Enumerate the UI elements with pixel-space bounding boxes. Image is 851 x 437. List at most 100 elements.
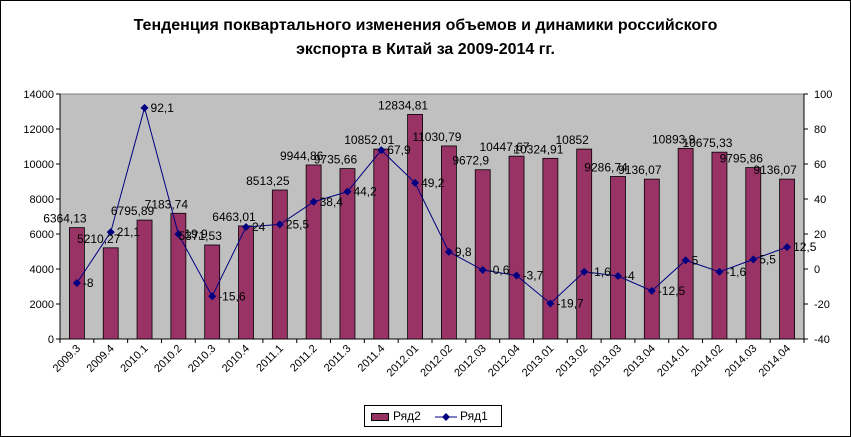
x-axis-tick-label: 2013.04: [621, 343, 658, 380]
bar: [136, 219, 153, 340]
left-axis-tick-label: 4000: [30, 264, 54, 276]
bar-data-label: 9286,74: [584, 160, 628, 174]
left-axis-tick-label: 12000: [23, 124, 54, 136]
line-point: [106, 228, 115, 237]
left-axis-tick-label: 0: [48, 334, 54, 346]
bar-data-label: 10852: [555, 133, 589, 147]
bar: [643, 178, 660, 340]
chart-title-line2: экспорта в Китай за 2009-2014 гг.: [296, 41, 555, 58]
bar-data-label: 5371,53: [178, 229, 222, 243]
x-axis-tick-label: 2010.3: [186, 343, 218, 375]
bar-data-label: 7183,74: [145, 197, 189, 211]
right-axis-tick-label: 100: [814, 89, 832, 101]
bar-data-label: 9795,86: [720, 152, 764, 166]
right-axis-tick-label: 40: [814, 194, 826, 206]
line-data-label: 38,4: [320, 195, 344, 209]
left-axis-tick-label: 10000: [23, 159, 54, 171]
bar-data-label: 10324,91: [513, 142, 563, 156]
series-line: [76, 105, 788, 305]
line-data-label: 44,2: [353, 185, 377, 199]
bar: [373, 148, 390, 340]
right-axis-tick-label: 80: [814, 124, 826, 136]
bar: [474, 169, 491, 340]
legend-bar-label: Ряд2: [393, 409, 421, 423]
bar: [339, 168, 356, 340]
legend-line-swatch: [435, 412, 457, 421]
bar-data-label: 8513,25: [246, 174, 290, 188]
line-point: [478, 266, 487, 275]
bar-data-label: 10893,9: [652, 132, 696, 146]
line-data-label: 67,9: [387, 143, 411, 157]
x-axis-tick-label: 2012.03: [452, 343, 489, 380]
line-point: [444, 247, 453, 256]
line-point: [309, 197, 318, 206]
x-axis-tick-label: 2014.04: [757, 343, 794, 380]
line-point: [681, 256, 690, 265]
x-axis-tick-label: 2012.02: [418, 343, 455, 380]
x-axis-tick-label: 2013.01: [520, 343, 557, 380]
line-data-label: 9,8: [455, 245, 472, 259]
line-point: [580, 267, 589, 276]
line-point: [715, 267, 724, 276]
bar: [711, 151, 728, 340]
line-data-label: -0,6: [489, 263, 510, 277]
line-data-label: 92,1: [151, 101, 175, 115]
line-data-label: 49,2: [421, 176, 445, 190]
line-point: [512, 271, 521, 280]
line-data-label: 24: [252, 220, 266, 234]
bar-data-label: 9136,07: [753, 163, 797, 177]
chart-title-line1: Тенденция поквартального изменения объем…: [133, 17, 718, 34]
line-data-label: -4: [624, 269, 635, 283]
bar-data-label: 6463,01: [212, 210, 256, 224]
x-axis-tick-label: 2013.02: [554, 343, 591, 380]
bar: [745, 167, 762, 340]
bar: [610, 176, 626, 340]
line-data-label: 5,5: [759, 252, 776, 266]
line-point: [72, 279, 81, 287]
right-axis-tick-label: -40: [814, 334, 830, 346]
bar: [576, 148, 593, 340]
legend-bar-swatch: [371, 412, 389, 421]
line-data-label: 19,9: [184, 227, 208, 241]
line-data-label: -19,7: [556, 296, 584, 310]
x-axis-tick-label: 2011.4: [356, 343, 388, 375]
line-data-label: 21,1: [117, 225, 141, 239]
line-point: [242, 223, 250, 231]
bar-data-label: 9944,86: [280, 149, 324, 163]
x-axis-tick-label: 2014.03: [723, 343, 760, 380]
x-axis-tick-label: 2014.02: [689, 343, 726, 380]
right-axis-tick-label: 0: [814, 264, 820, 276]
bar-data-label: 9672,9: [452, 154, 489, 168]
left-axis-tick-label: 6000: [30, 229, 54, 241]
bar-data-label: 6795,89: [111, 204, 155, 218]
line-point: [174, 230, 183, 239]
line-point: [343, 187, 352, 196]
bar-data-label: 12834,81: [378, 98, 428, 112]
x-axis-tick-label: 2010.2: [152, 343, 184, 375]
line-point: [377, 146, 386, 155]
right-axis-tick-label: 20: [814, 229, 826, 241]
line-point: [783, 243, 792, 252]
legend-item-bar: Ряд2: [371, 409, 421, 423]
bar-data-label: 10447,67: [480, 140, 530, 154]
x-axis-tick-label: 2010.1: [118, 343, 150, 375]
line-point: [546, 299, 555, 308]
bar: [170, 212, 187, 340]
bar: [238, 225, 254, 340]
x-axis-tick-label: 2014.01: [655, 343, 692, 380]
x-axis-tick-label: 2011.2: [288, 343, 320, 375]
line-point: [749, 255, 758, 264]
bar-data-label: 9735,66: [314, 153, 358, 167]
bar-data-label: 10675,33: [682, 136, 732, 150]
bar: [305, 164, 322, 340]
chart-title: Тенденция поквартального изменения объем…: [0, 14, 851, 62]
right-axis-tick-label: -20: [814, 299, 830, 311]
line-point: [411, 178, 420, 187]
x-axis-tick-label: 2009.4: [85, 343, 117, 375]
x-axis-tick-label: 2011.1: [254, 343, 286, 375]
line-data-label: 5: [692, 253, 699, 267]
line-point: [647, 286, 656, 295]
bar: [441, 145, 457, 340]
x-axis-tick-label: 2012.04: [486, 343, 523, 380]
